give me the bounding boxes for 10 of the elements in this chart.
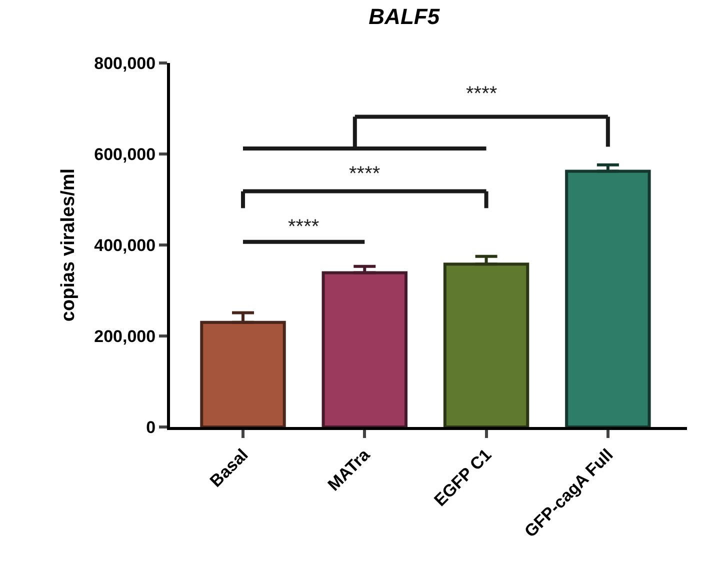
annotation: **** [349, 163, 380, 185]
y-tick-label: 800,000 [94, 54, 156, 73]
y-tick-label: 600,000 [94, 144, 156, 164]
y-axis-title: copias virales/ml [58, 168, 79, 322]
annotation: **** [288, 216, 320, 238]
chart-title: BALF5 [368, 4, 440, 30]
y-tick-label: 0 [146, 418, 156, 437]
y-tick-label: 400,000 [94, 236, 156, 255]
y-tick-label: 200,000 [94, 326, 156, 346]
annotation: **** [466, 83, 498, 105]
